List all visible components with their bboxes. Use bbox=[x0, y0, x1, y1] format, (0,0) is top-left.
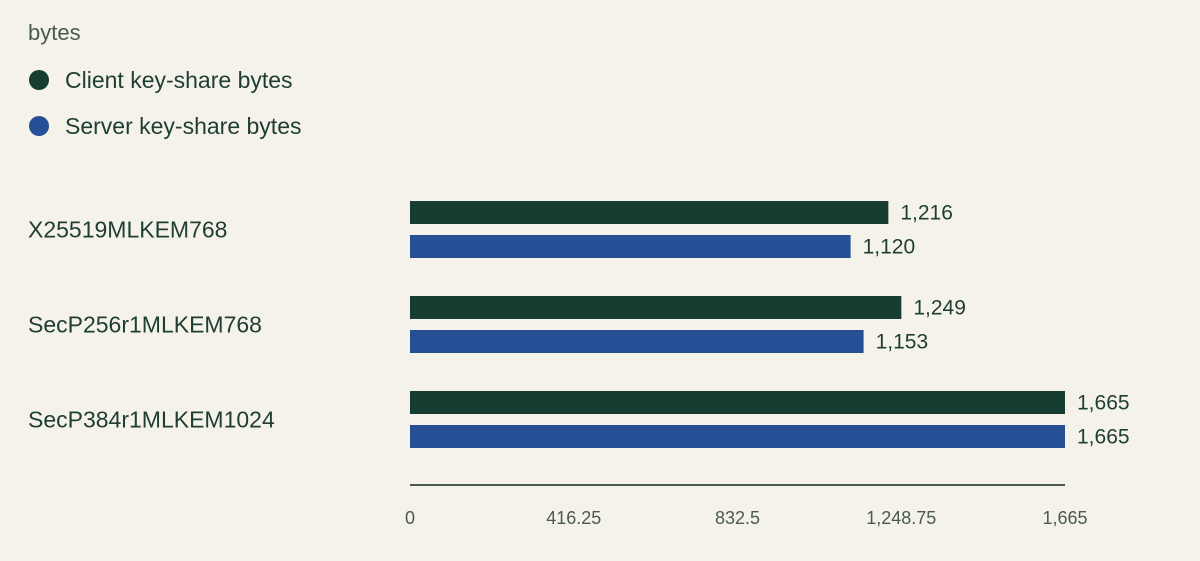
bar-server bbox=[410, 330, 864, 353]
x-tick-label: 1,248.75 bbox=[866, 508, 936, 528]
plot-area: X25519MLKEM768 1,216 1,120 SecP256r1MLKEM76… bbox=[28, 201, 1130, 528]
legend: Client key-share bytes Server key-share … bbox=[29, 67, 301, 139]
legend-item-client: Client key-share bytes bbox=[29, 67, 293, 93]
x-tick-label: 416.25 bbox=[546, 508, 601, 528]
legend-item-server: Server key-share bytes bbox=[29, 113, 301, 139]
x-tick-label: 832.5 bbox=[715, 508, 760, 528]
bar-server bbox=[410, 235, 851, 258]
legend-swatch-client bbox=[29, 70, 49, 90]
value-label: 1,665 bbox=[1077, 392, 1130, 415]
category-label: X25519MLKEM768 bbox=[28, 217, 227, 243]
bar-client bbox=[410, 201, 889, 224]
legend-label-server: Server key-share bytes bbox=[65, 113, 301, 139]
value-label: 1,216 bbox=[900, 202, 953, 225]
value-label: 1,153 bbox=[876, 331, 929, 354]
bar-server bbox=[410, 425, 1065, 448]
legend-label-client: Client key-share bytes bbox=[65, 67, 293, 93]
value-label: 1,120 bbox=[863, 236, 916, 259]
x-tick-label: 1,665 bbox=[1042, 508, 1087, 528]
value-label: 1,249 bbox=[913, 297, 966, 320]
bar-client bbox=[410, 296, 902, 319]
unit-label: bytes bbox=[28, 20, 81, 45]
bar-client bbox=[410, 391, 1065, 414]
category-label: SecP384r1MLKEM1024 bbox=[28, 407, 275, 433]
x-tick-label: 0 bbox=[405, 508, 415, 528]
category-label: SecP256r1MLKEM768 bbox=[28, 312, 262, 338]
value-label: 1,665 bbox=[1077, 426, 1130, 449]
legend-swatch-server bbox=[29, 116, 49, 136]
